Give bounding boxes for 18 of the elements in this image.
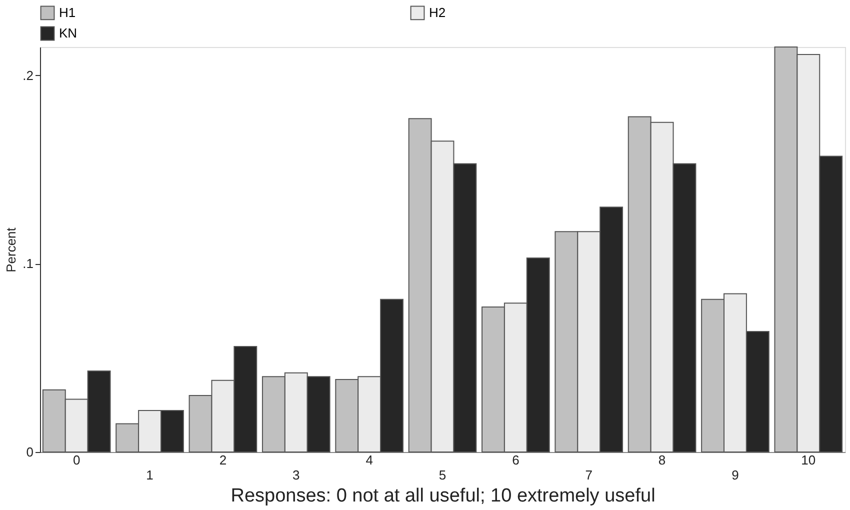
x-tick-label: 4 — [366, 452, 373, 468]
x-tick-label: 3 — [292, 468, 300, 482]
x-tick-label: 7 — [585, 468, 592, 482]
x-tick-label: 9 — [732, 468, 739, 482]
legend-label: H1 — [59, 4, 76, 20]
legend-label: H2 — [429, 4, 446, 20]
x-tick-label: 10 — [801, 452, 816, 468]
x-tick-label: 5 — [438, 468, 446, 482]
x-tick-label: 1 — [146, 468, 154, 482]
x-tick-label: 6 — [512, 452, 520, 468]
x-tick-label: 0 — [72, 452, 80, 468]
x-tick-label: 8 — [658, 452, 666, 468]
y-tick-label: .1 — [22, 256, 34, 272]
y-tick-label: .2 — [22, 68, 34, 83]
y-axis-title: Percent — [4, 227, 19, 272]
legend-label: KN — [59, 26, 78, 40]
x-tick-label: 2 — [219, 452, 227, 468]
x-axis-title: Responses: 0 not at all useful; 10 extremely useful — [230, 486, 656, 506]
